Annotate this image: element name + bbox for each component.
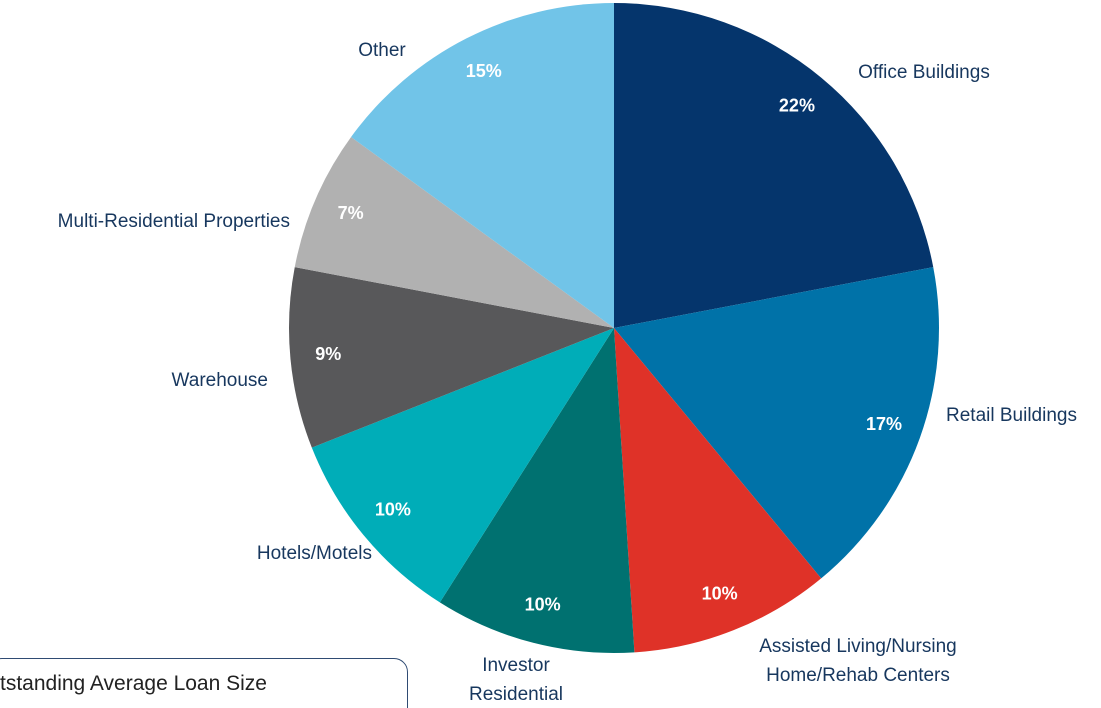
pie-slice	[311, 328, 614, 603]
pie-slice	[439, 328, 635, 653]
category-label: Warehouse	[171, 370, 268, 391]
value-label: 22%	[779, 96, 815, 116]
pie-slice	[351, 2, 614, 328]
value-label: 10%	[375, 500, 411, 520]
value-label: 10%	[525, 595, 561, 615]
category-label: Hotels/Motels	[256, 543, 372, 564]
category-label: Other	[358, 40, 406, 61]
annotation: tstanding Average Loan Size	[0, 672, 267, 695]
value-label: 7%	[338, 203, 364, 223]
category-label: Office Buildings	[858, 62, 990, 83]
pie-slice	[614, 3, 934, 328]
category-label: Investor Residential	[469, 655, 563, 705]
info-box	[0, 658, 408, 708]
pie-slice	[614, 267, 939, 579]
category-label: Assisted Living/Nursing Home/Rehab Cente…	[759, 636, 957, 686]
category-label: Multi-Residential Properties	[57, 211, 290, 232]
value-label: 17%	[866, 414, 902, 434]
pie-slice	[294, 136, 614, 328]
value-label: 10%	[702, 584, 738, 604]
value-label: 9%	[315, 344, 341, 364]
pie-slice	[289, 267, 614, 448]
value-label: 15%	[466, 61, 502, 81]
pie-slice	[614, 328, 822, 653]
category-label: Retail Buildings	[946, 405, 1077, 426]
